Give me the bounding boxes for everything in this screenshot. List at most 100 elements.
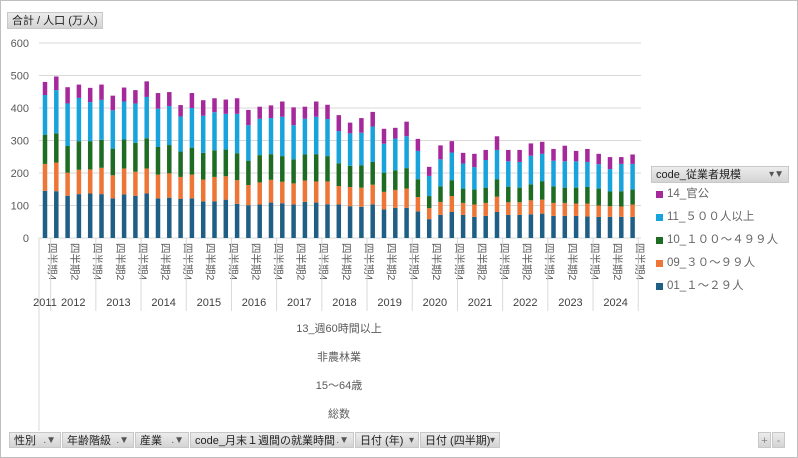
quarter-label: 四半期2 (566, 243, 579, 280)
bar-segment (302, 201, 308, 238)
bar-segment (585, 203, 590, 217)
bar-segment (212, 98, 217, 113)
bar-segment (167, 92, 172, 107)
bar-segment (517, 149, 522, 162)
quarter-label: 四半期4 (227, 243, 240, 280)
bar-segment (42, 95, 48, 135)
filter-button[interactable]: 日付 (四半期) ▾ (420, 432, 500, 448)
bar-segment (54, 162, 59, 192)
filter-button[interactable]: code_月末１週間の就業時間 .▼ (190, 432, 354, 448)
bar-segment (472, 153, 477, 168)
bar-segment (76, 141, 82, 170)
y-tick-label: 500 (11, 71, 29, 83)
bar-segment (438, 145, 443, 160)
bar-segment (370, 204, 375, 238)
quarter-label: 四半期4 (136, 243, 149, 280)
legend-item[interactable]: 01_１～２９人 (651, 275, 791, 298)
bar-segment (619, 216, 624, 238)
year-label: 2016 (242, 297, 266, 309)
y-tick-label: 300 (11, 136, 29, 148)
bar-segment (280, 203, 285, 238)
bar-segment (562, 215, 568, 238)
bar-segment (483, 187, 488, 203)
bar-segment (449, 212, 455, 238)
bar-segment (200, 100, 206, 116)
bar-segment (200, 152, 206, 180)
y-tick-label: 0 (23, 233, 29, 245)
legend-filter-button[interactable]: code_従業者規模 ▾▼ (651, 166, 789, 183)
bar-segment (438, 214, 443, 238)
bar-segment (404, 207, 409, 238)
bar-segment (280, 156, 285, 182)
legend-item[interactable]: 10_１００～４９９人 (651, 229, 791, 252)
filter-button[interactable]: 日付 (年) ▾ (355, 432, 419, 448)
legend-swatch (656, 237, 663, 244)
bar-segment (472, 167, 477, 190)
bar-segment (585, 148, 590, 162)
bar-segment (528, 214, 534, 238)
axis-group-label: 13_週60時間以上 (296, 322, 382, 335)
bar-segment (110, 175, 116, 199)
bar-segment (630, 154, 635, 164)
bar-segment (234, 113, 240, 154)
legend-item[interactable]: 14_官公 (651, 183, 791, 206)
filter-button[interactable]: 性別 .▼ (9, 432, 61, 448)
bar-segment (212, 176, 217, 202)
bar-segment (121, 87, 127, 102)
bar-segment (133, 90, 138, 104)
quarter-label: 四半期2 (430, 243, 443, 280)
filter-icon: .▼ (171, 435, 184, 446)
bar-segment (99, 139, 104, 168)
year-label: 2011 (33, 297, 57, 309)
bar-segment (630, 163, 635, 190)
bar-segment (291, 204, 296, 238)
bar-segment (223, 113, 229, 150)
bar-segment (189, 108, 195, 148)
filter-icon: .▼ (43, 435, 56, 446)
bar-segment (619, 163, 624, 192)
dropdown-icon: ▾ (489, 435, 495, 446)
bar-segment (381, 191, 387, 210)
bar-segment (506, 186, 511, 203)
quarter-label: 四半期2 (114, 243, 127, 280)
year-label: 2023 (558, 297, 582, 309)
bar-segment (381, 128, 387, 144)
bar-segment (596, 205, 601, 217)
value-field-button[interactable]: 合計 / 人口 (万人) (7, 12, 103, 29)
quarter-label: 四半期2 (295, 243, 308, 280)
bar-segment (325, 119, 330, 157)
bar-segment (268, 105, 274, 119)
bar-segment (336, 186, 342, 205)
bar-segment (121, 194, 127, 238)
bar-segment (359, 206, 364, 238)
bar-segment (483, 215, 488, 238)
bar-segment (246, 205, 251, 238)
bar-segment (460, 152, 466, 164)
bar-segment (234, 98, 240, 114)
bar-segment (562, 202, 568, 216)
bar-segment (76, 169, 82, 195)
year-label: 2024 (603, 297, 627, 309)
bar-segment (313, 101, 319, 117)
legend-item[interactable]: 11_５００人以上 (651, 206, 791, 229)
bar-segment (483, 160, 488, 188)
bar-segment (426, 175, 432, 197)
legend-title: code_従業者規模 (656, 169, 741, 181)
bar-segment (449, 196, 455, 212)
bar-segment (110, 198, 116, 238)
bar-segment (144, 138, 149, 169)
bar-segment (325, 181, 330, 205)
bar-segment (438, 159, 443, 187)
bar-segment (178, 105, 183, 117)
legend-swatch (656, 214, 663, 221)
filter-button[interactable]: 産業 .▼ (135, 432, 189, 448)
collapse-button[interactable]: - (772, 432, 785, 448)
bar-segment (336, 204, 342, 238)
bar-segment (528, 200, 534, 215)
quarter-label: 四半期2 (521, 243, 534, 280)
legend-item[interactable]: 09_３０～９９人 (651, 252, 791, 275)
bar-segment (42, 190, 48, 238)
expand-button[interactable]: + (758, 432, 771, 448)
bar-segment (110, 148, 116, 176)
filter-button[interactable]: 年齢階級 .▼ (62, 432, 134, 448)
